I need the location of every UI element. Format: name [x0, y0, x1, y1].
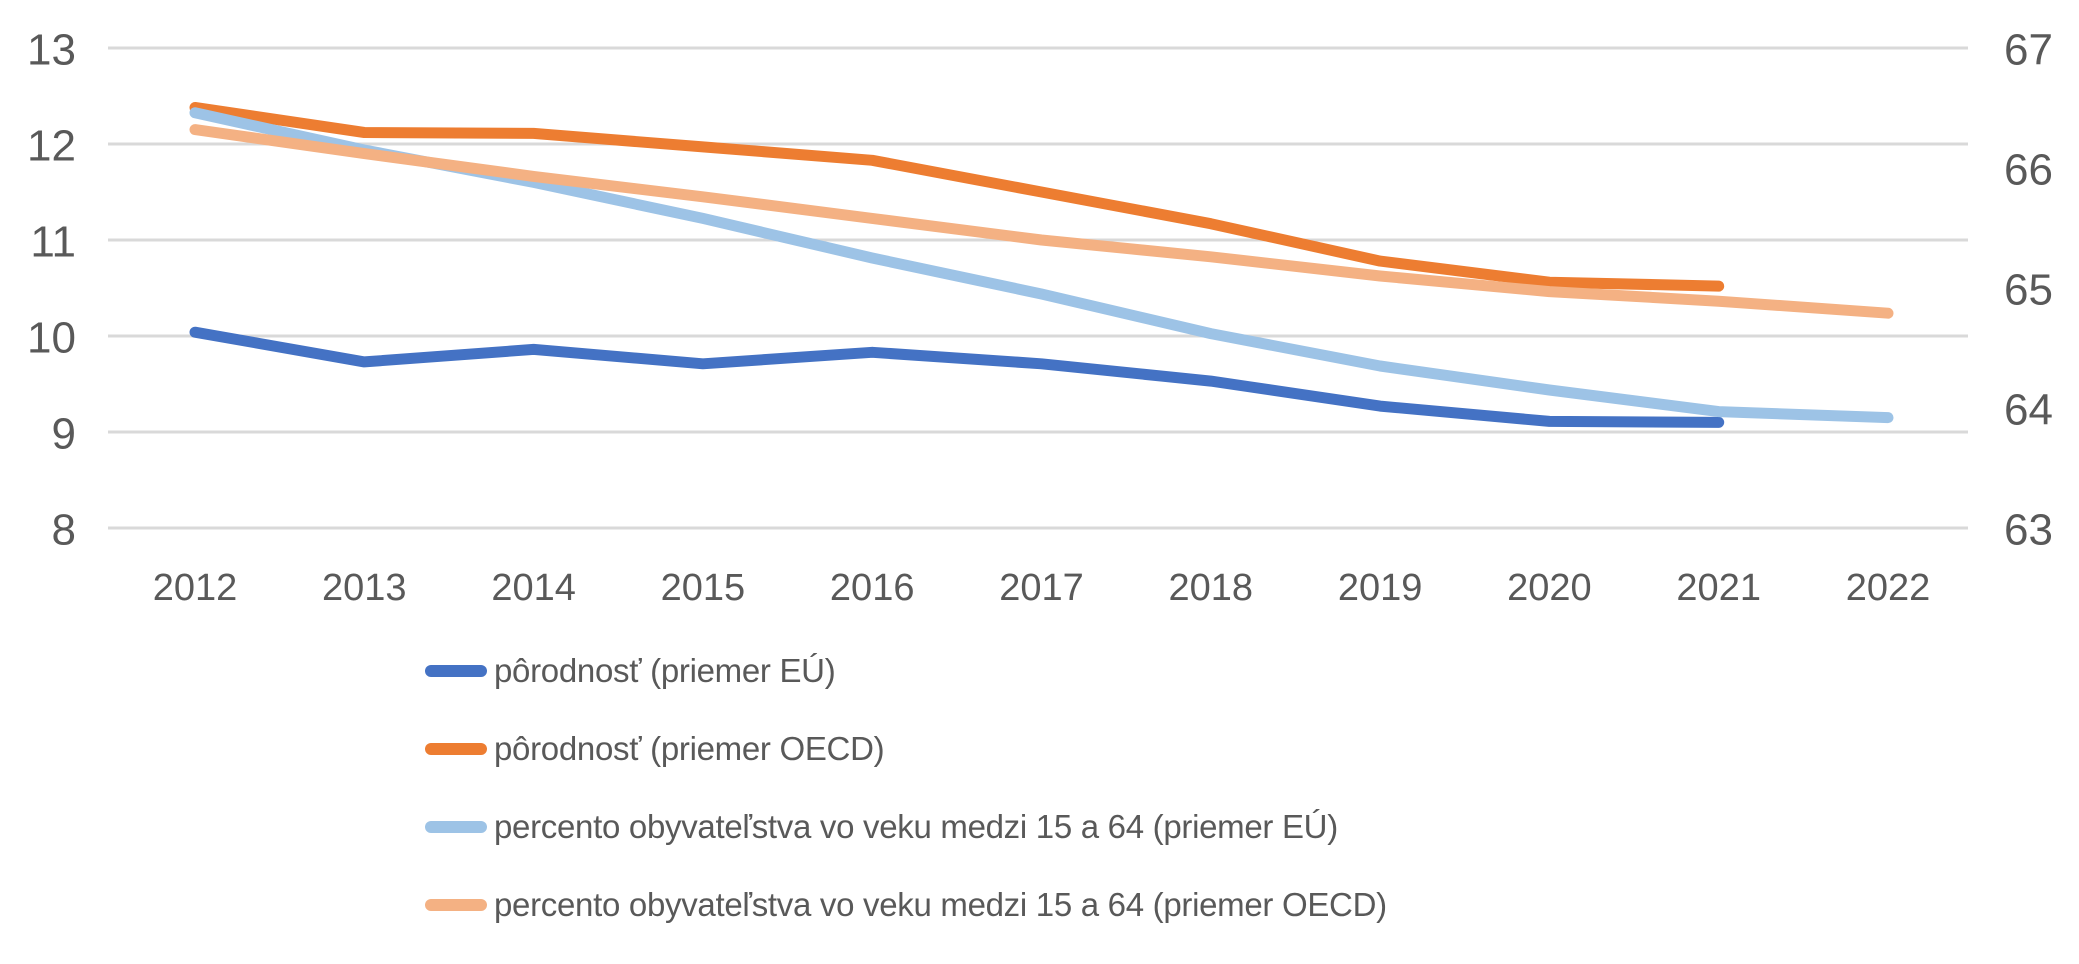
- right-axis-tick: 64: [2004, 386, 2053, 435]
- legend-swatch-birth-oecd: [425, 743, 487, 755]
- right-axis-tick: 65: [2004, 266, 2053, 315]
- series-line-birth-oecd: [189, 102, 1725, 292]
- legend-label: pôrodnosť (priemer EÚ): [494, 652, 836, 689]
- x-axis-tick: 2021: [1676, 567, 1761, 609]
- legend-item: percento obyvateľstva vo veku medzi 15 a…: [425, 883, 1387, 927]
- legend-item: percento obyvateľstva vo veku medzi 15 a…: [425, 805, 1338, 849]
- x-axis-tick: 2014: [491, 567, 576, 609]
- x-axis-tick: 2019: [1338, 567, 1423, 609]
- left-axis-tick: 8: [52, 506, 76, 555]
- left-axis-tick: 13: [27, 26, 76, 75]
- left-axis-tick: 9: [52, 410, 76, 459]
- legend-item: pôrodnosť (priemer OECD): [425, 727, 885, 771]
- legend-swatch-pop-15-64-eu: [425, 821, 487, 833]
- x-axis-tick: 2017: [999, 567, 1084, 609]
- legend-item: pôrodnosť (priemer EÚ): [425, 649, 836, 693]
- series-line-pop-15-64-oecd: [189, 124, 1894, 319]
- legend-label: percento obyvateľstva vo veku medzi 15 a…: [494, 808, 1338, 845]
- series-line-birth-eu: [189, 326, 1725, 428]
- legend-label: percento obyvateľstva vo veku medzi 15 a…: [494, 886, 1387, 923]
- x-axis-tick: 2018: [1169, 567, 1254, 609]
- legend-swatch-pop-15-64-oecd: [425, 899, 487, 911]
- left-axis-tick: 10: [27, 314, 76, 363]
- x-axis-tick: 2012: [153, 567, 238, 609]
- left-axis-tick: 11: [30, 218, 76, 267]
- right-axis-tick: 67: [2004, 26, 2053, 75]
- legend-label: pôrodnosť (priemer OECD): [494, 730, 885, 767]
- series-line-pop-15-64-eu: [189, 107, 1894, 424]
- x-axis-tick: 2022: [1846, 567, 1931, 609]
- x-axis-tick: 2013: [322, 567, 407, 609]
- x-axis-tick: 2016: [830, 567, 915, 609]
- legend-swatch-birth-eu: [425, 665, 487, 677]
- right-axis-tick: 63: [2004, 506, 2053, 555]
- x-axis-tick: 2015: [661, 567, 746, 609]
- left-axis-tick: 12: [27, 122, 76, 171]
- right-axis-tick: 66: [2004, 146, 2053, 195]
- x-axis-tick: 2020: [1507, 567, 1592, 609]
